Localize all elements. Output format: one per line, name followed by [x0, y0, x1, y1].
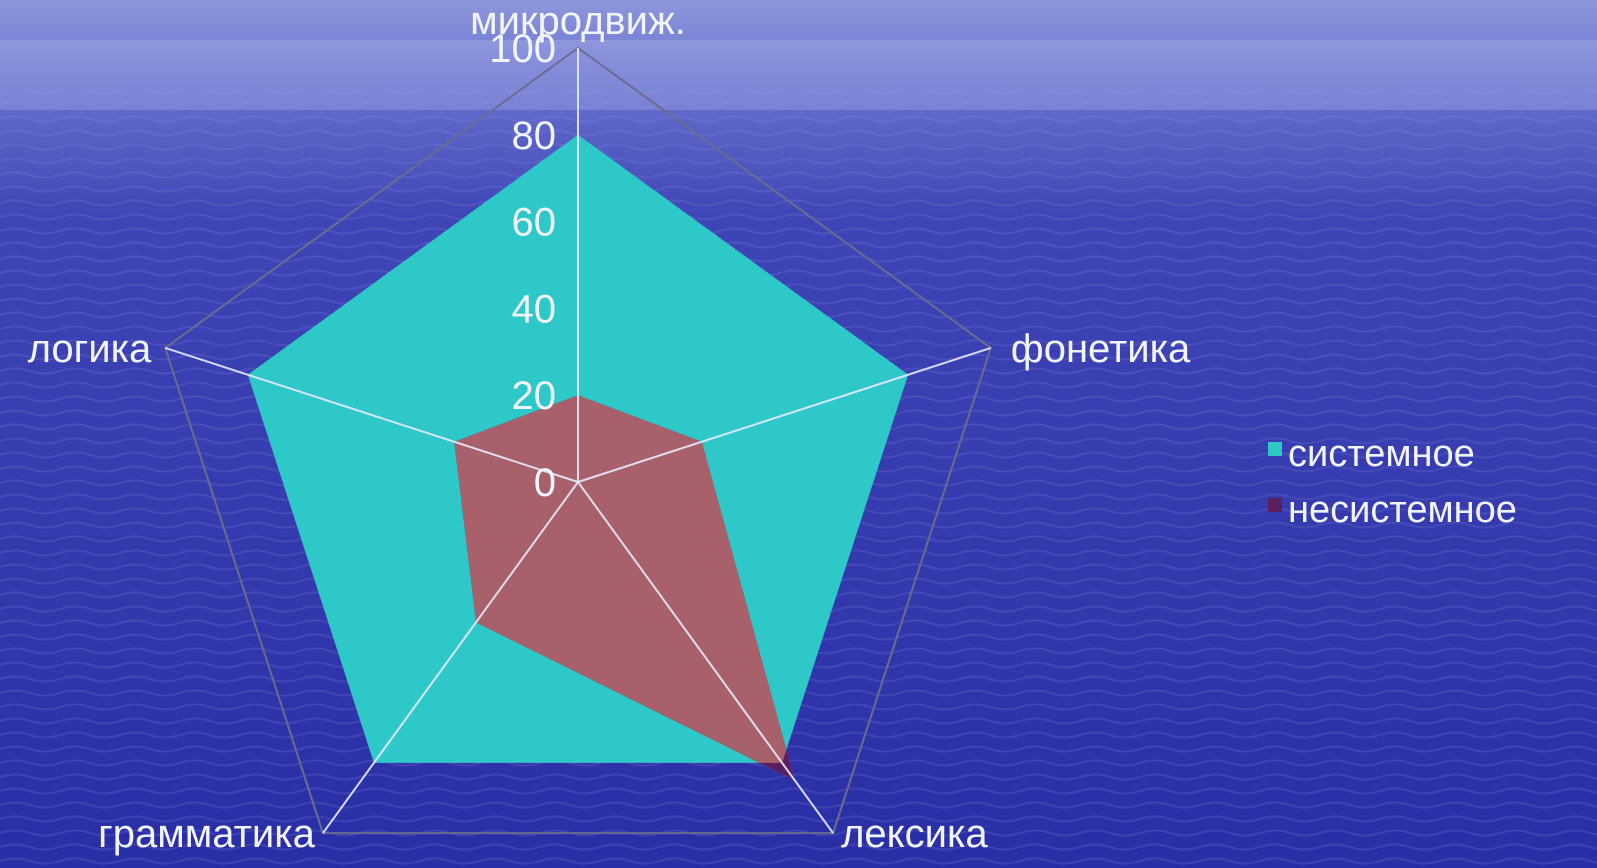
tick-label: 60	[512, 201, 557, 245]
legend-label: несистемное	[1288, 489, 1517, 531]
grid-spoke	[577, 481, 834, 834]
series-area-2	[454, 395, 795, 781]
tick-label: 0	[534, 461, 556, 505]
sky-haze	[0, 40, 1597, 110]
tick-label: 40	[512, 287, 557, 331]
category-label: логика	[28, 327, 152, 371]
category-label: микродвиж.	[470, 0, 686, 43]
grid-spoke	[164, 346, 579, 483]
grid-outer-ring	[164, 46, 992, 835]
legend: системное несистемное	[1268, 433, 1517, 531]
category-label: лексика	[841, 812, 988, 856]
legend-label: системное	[1288, 433, 1475, 475]
grid-spoke	[322, 481, 579, 834]
category-labels: микродвиж. фонетика лексика грамматика логик…	[28, 0, 1191, 856]
tick-label: 80	[512, 114, 557, 158]
tick-label: 20	[512, 374, 557, 418]
tick-labels: 0 20 40 60 80 100	[489, 27, 556, 505]
legend-swatch	[1268, 498, 1282, 512]
category-label: грамматика	[98, 812, 315, 856]
category-label: фонетика	[1011, 327, 1191, 371]
grid	[164, 46, 992, 835]
grid-spoke	[577, 346, 992, 483]
legend-swatch	[1268, 442, 1282, 456]
tick-label: 100	[489, 27, 556, 71]
